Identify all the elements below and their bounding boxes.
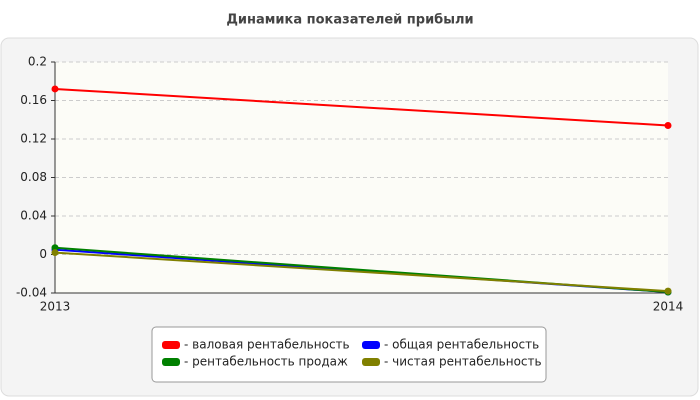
- y-tick-label: 0.16: [20, 93, 47, 107]
- legend-swatch: [162, 341, 180, 349]
- y-tick-label: 0.12: [20, 132, 47, 146]
- legend-label: - общая рентабельность: [384, 338, 539, 352]
- x-tick-label: 2014: [653, 300, 684, 314]
- legend-swatch: [162, 358, 180, 366]
- chart-title: Динамика показателей прибыли: [226, 13, 473, 28]
- y-tick-label: -0.04: [16, 286, 47, 300]
- legend-label: - рентабельность продаж: [184, 355, 348, 369]
- legend: [151, 326, 547, 383]
- point: [51, 244, 59, 252]
- y-tick-label: 0.08: [20, 170, 47, 184]
- legend-swatch: [362, 358, 380, 366]
- legend-label: - валовая рентабельность: [184, 338, 350, 352]
- point: [51, 249, 59, 257]
- y-tick-label: 0: [39, 247, 47, 261]
- series-line: [54, 87, 669, 127]
- point: [51, 85, 59, 93]
- series-line: [54, 251, 669, 293]
- y-tick-label: 0.2: [28, 55, 47, 69]
- legend-swatch: [362, 341, 380, 349]
- point: [664, 287, 672, 295]
- point: [664, 122, 672, 130]
- legend-label: - чистая рентабельность: [384, 355, 542, 369]
- x-tick-label: 2013: [40, 300, 71, 314]
- y-tick-label: 0.04: [20, 209, 47, 223]
